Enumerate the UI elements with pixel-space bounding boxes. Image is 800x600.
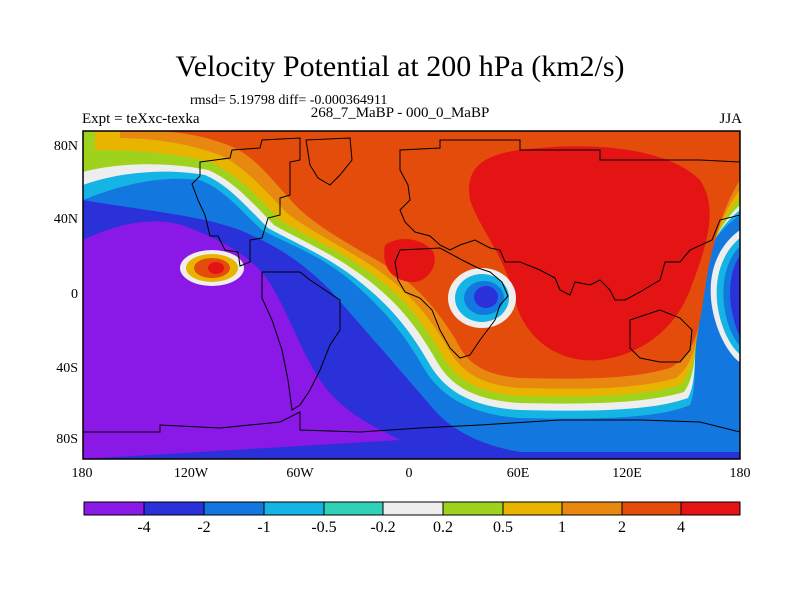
field-level-4	[469, 146, 710, 361]
colorbar-label: -0.5	[311, 519, 337, 536]
colorbar-label: 0.5	[493, 519, 513, 536]
x-tick-label: 60E	[506, 466, 530, 481]
colorbar-box	[84, 502, 144, 515]
colorbar-box	[383, 502, 443, 515]
colorbar-label: -4	[137, 519, 151, 536]
x-tick-label: 120W	[173, 466, 209, 481]
coastline-greenland	[305, 137, 353, 186]
x-tick-label: 180	[729, 466, 751, 481]
stats-text: rmsd= 5.19798 diff= -0.000364911	[190, 93, 388, 108]
colorbar-box	[324, 502, 383, 515]
season-label: JJA	[719, 111, 742, 127]
colorbar-box	[562, 502, 622, 515]
colorbar-label: 1	[558, 519, 566, 536]
y-tick-label: 40S	[56, 361, 78, 376]
x-tick-label: 120E	[612, 466, 642, 481]
colorbar-label: 0.2	[433, 519, 453, 536]
coastlines	[83, 137, 740, 433]
plot-frame	[82, 130, 741, 460]
x-tick-label: 60W	[286, 466, 314, 481]
coastline-australia	[629, 309, 693, 363]
colorbar-label: -2	[197, 519, 211, 536]
y-tick-label: 80S	[56, 432, 78, 447]
colorbar-label: -0.2	[370, 519, 396, 536]
x-tick-label: 0	[405, 466, 413, 481]
colorbar-label: 4	[677, 519, 685, 536]
field-edge-neg-2	[730, 255, 740, 338]
plot-title: Velocity Potential at 200 hPa (km2/s)	[175, 50, 625, 83]
colorbar-box	[622, 502, 681, 515]
colorbar-label: 2	[618, 519, 626, 536]
coastline-eurasia	[399, 139, 740, 301]
coastline-north-america	[191, 137, 301, 267]
colorbar	[83, 501, 741, 516]
colorbar-box	[144, 502, 204, 515]
coastline-africa	[394, 247, 509, 359]
field-cell-4	[208, 262, 224, 274]
colorbar-label: -1	[257, 519, 271, 536]
y-tick-label: 80N	[53, 139, 78, 154]
colorbar-box	[264, 502, 324, 515]
y-tick-label: 0	[71, 287, 78, 302]
coastline-south-america	[261, 271, 341, 411]
colorbar-box	[443, 502, 503, 515]
coastline-antarctica	[83, 411, 740, 433]
x-tick-label: 180	[71, 466, 93, 481]
field-cell-neg-2	[474, 286, 498, 308]
colorbar-box	[204, 502, 264, 515]
experiment-label: Expt = teXxc-texka	[82, 111, 200, 127]
colorbar-box	[681, 502, 740, 515]
field-level-neg-4	[83, 221, 400, 459]
period-label: 268_7_MaBP - 000_0_MaBP	[310, 105, 490, 121]
colorbar-box	[503, 502, 562, 515]
y-tick-label: 40N	[53, 212, 78, 227]
